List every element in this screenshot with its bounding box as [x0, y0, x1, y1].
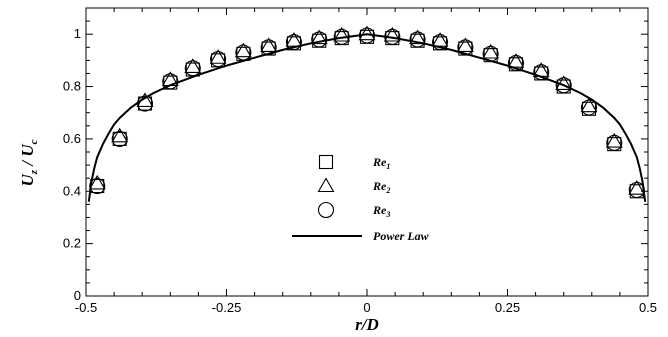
- legend-label-sub: 1: [386, 162, 390, 171]
- triangle-marker: [111, 127, 129, 143]
- triangle-marker: [333, 26, 351, 42]
- x-tick-label: 0: [363, 300, 370, 315]
- square-marker: [90, 178, 105, 194]
- legend-label-re2: Re2: [372, 179, 390, 195]
- circle-marker: [507, 54, 524, 72]
- triangle-marker: [260, 37, 278, 53]
- circle-marker: [235, 44, 252, 61]
- x-axis-title: r/D: [355, 315, 379, 334]
- circle-marker: [311, 31, 328, 48]
- circle-marker: [333, 28, 350, 45]
- series-re3: [89, 27, 645, 199]
- x-tick-label: 0.5: [639, 300, 657, 315]
- circle-marker: [555, 77, 572, 94]
- circle-marker: [260, 39, 277, 56]
- triangle-marker: [605, 132, 623, 148]
- triangle-marker: [285, 32, 303, 47]
- series-re1: [90, 29, 644, 199]
- y-tick-label: 0.8: [63, 79, 81, 94]
- triangle-marker: [358, 25, 376, 41]
- y-tick-label: 0: [74, 288, 81, 303]
- triangle-marker: [580, 97, 598, 113]
- triangle-marker: [431, 32, 449, 47]
- circle-marker: [136, 95, 154, 112]
- triangle-marker: [310, 29, 328, 45]
- y-axis-title-main: U: [18, 173, 37, 186]
- legend-label-sub: 2: [385, 186, 390, 195]
- x-axis-ticks: -0.5 -0.25 0 0.25 0.5: [75, 8, 657, 315]
- circle-marker: [482, 45, 499, 62]
- triangle-marker: [507, 53, 525, 68]
- circle-marker: [111, 130, 128, 147]
- y-axis-title: Uz / Uc: [18, 139, 40, 186]
- circle-marker: [432, 33, 449, 51]
- y-axis-title-sep: / U: [18, 144, 37, 170]
- legend-label-main: Re: [372, 203, 387, 217]
- plot-border: [85, 7, 649, 297]
- legend-label-main: Re: [372, 179, 387, 193]
- power-law-curve: [87, 33, 647, 202]
- triangle-marker: [88, 174, 106, 190]
- legend-circle-icon: [317, 201, 335, 219]
- triangle-marker: [184, 58, 202, 73]
- power-law-line: [87, 33, 647, 202]
- circle-marker: [580, 99, 598, 116]
- legend-label-re1: Re1: [372, 155, 390, 171]
- y-tick-label: 0.6: [63, 131, 81, 146]
- triangle-marker: [628, 180, 646, 195]
- legend-label-sub: 3: [385, 210, 390, 219]
- circle-marker: [162, 73, 179, 90]
- triangle-marker: [383, 26, 401, 42]
- data-markers: [88, 25, 646, 199]
- triangle-marker: [456, 37, 474, 53]
- x-tick-label: -0.25: [212, 300, 242, 315]
- circle-marker: [285, 33, 302, 51]
- circle-marker: [358, 27, 376, 44]
- y-tick-label: 0.4: [63, 183, 81, 198]
- x-tick-label: 0.25: [495, 300, 520, 315]
- legend-label-re3: Re3: [372, 203, 390, 219]
- y-axis-ticks: 0 0.2 0.4 0.6 0.8 1: [63, 7, 648, 303]
- circle-marker: [606, 134, 623, 151]
- x-tick-label: -0.5: [75, 300, 97, 315]
- legend-label-power-law: Power Law: [373, 229, 430, 243]
- y-axis-title-sub1: z: [28, 169, 40, 175]
- circle-marker: [409, 31, 426, 48]
- circle-marker: [533, 64, 550, 81]
- circle-marker: [628, 181, 645, 199]
- y-tick-label: 0.2: [63, 236, 81, 251]
- triangle-marker: [161, 71, 179, 87]
- triangle-marker: [234, 42, 252, 58]
- triangle-marker: [555, 75, 573, 90]
- triangle-marker: [136, 92, 154, 107]
- legend-triangle-icon: [317, 177, 335, 193]
- triangle-marker: [482, 43, 500, 59]
- circle-marker: [184, 60, 201, 77]
- square-marker: [112, 131, 127, 146]
- legend-label-main: Re: [372, 155, 387, 169]
- triangle-marker: [532, 62, 550, 77]
- square-marker: [137, 96, 153, 111]
- series-re2: [88, 25, 646, 195]
- triangle-marker: [409, 29, 427, 45]
- triangle-marker: [209, 49, 227, 64]
- y-tick-label: 1: [74, 26, 81, 41]
- y-axis-title-sub2: c: [28, 139, 40, 144]
- circle-marker: [384, 28, 401, 45]
- circle-marker: [210, 51, 227, 68]
- plot-frame: [85, 7, 649, 297]
- circle-marker: [457, 39, 474, 56]
- legend-square-icon: [318, 154, 334, 170]
- circle-marker: [89, 177, 106, 195]
